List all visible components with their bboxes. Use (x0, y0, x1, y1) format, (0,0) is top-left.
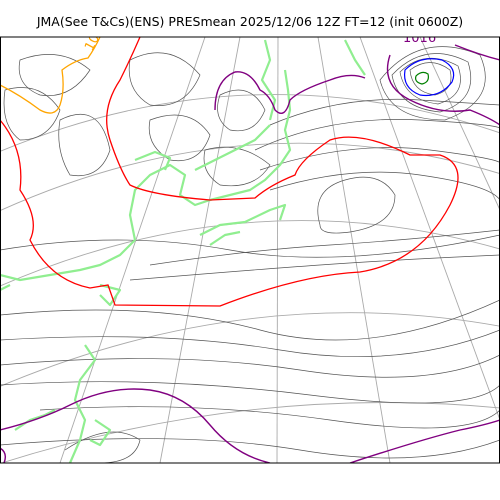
isobar-1016-southwest-edge (0, 447, 7, 463)
contour-label-1016: 1016 (403, 31, 436, 46)
isobar-1016-northeast (386, 54, 500, 126)
isobar-low-center (415, 71, 429, 85)
isobar-low-inner (403, 58, 455, 97)
isobar-1016-northeast-edge (454, 44, 500, 61)
isobar-1016-southeast (349, 419, 500, 463)
map-title: JMA(See T&Cs)(ENS) PRESmean 2025/12/06 1… (36, 14, 464, 29)
isobar-1016-south (0, 388, 271, 463)
isobar-1016-north (214, 71, 366, 114)
graticule (0, 37, 500, 463)
contour-label-1016-orange: 1016 (82, 17, 111, 53)
isobars (0, 46, 500, 463)
isobar-1020 (0, 37, 459, 307)
isobar-1008 (0, 37, 101, 114)
